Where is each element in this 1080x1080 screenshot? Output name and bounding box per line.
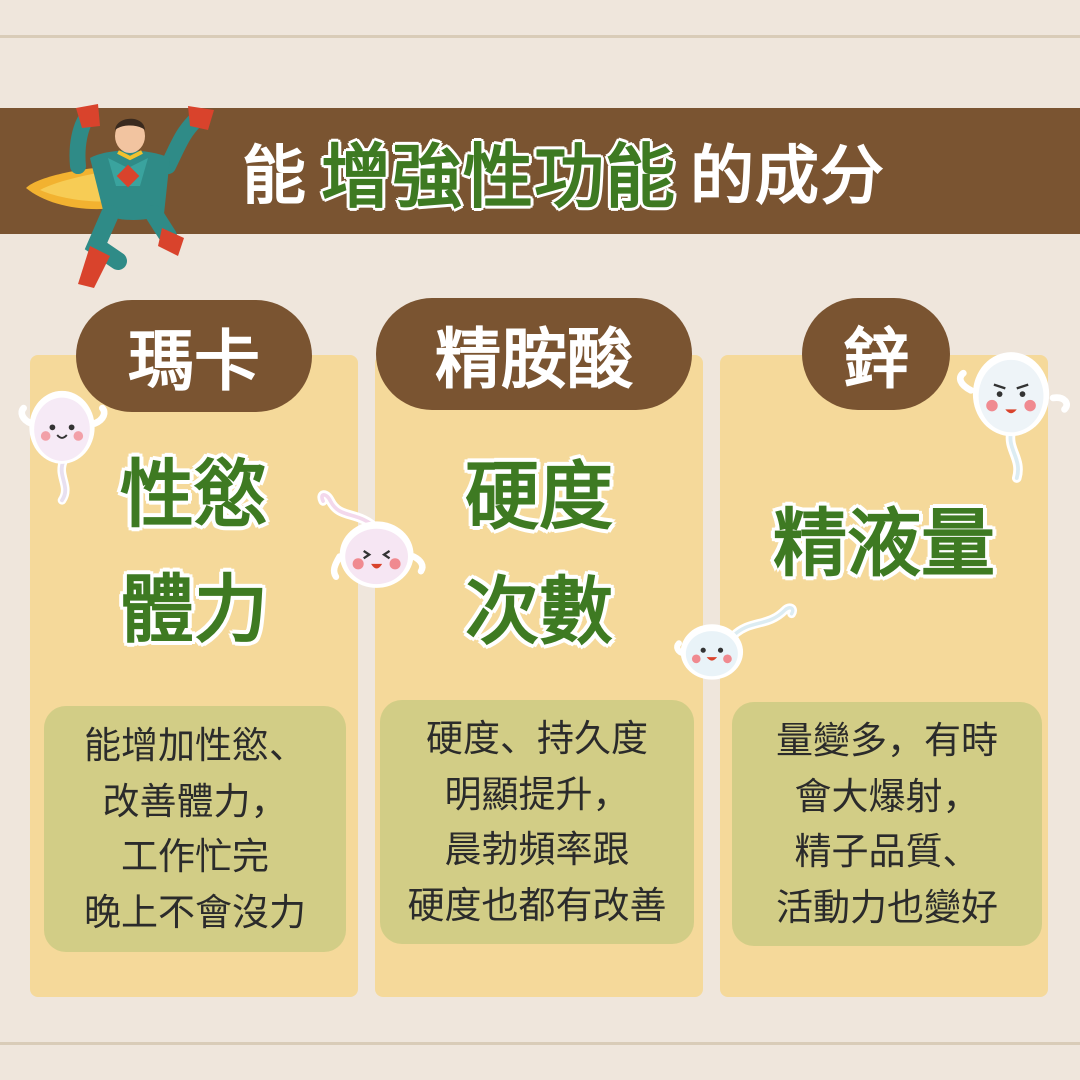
effect-list: 精液量 xyxy=(720,487,1048,602)
description-line: 改善體力， xyxy=(102,779,288,823)
title-suffix: 的成分 xyxy=(690,140,885,214)
top-divider xyxy=(0,35,1080,38)
effect-list: 性慾 體力 xyxy=(30,438,358,667)
ingredient-name: 瑪卡 xyxy=(76,300,312,412)
description-line: 晨勃頻率跟 xyxy=(444,828,630,871)
effect-list: 硬度 次數 xyxy=(375,440,703,669)
title-prefix: 能 xyxy=(242,140,307,214)
description-box: 量變多，有時 會大爆射， 精子品質、 活動力也變好 xyxy=(732,702,1042,946)
description-line: 硬度也都有改善 xyxy=(407,883,667,927)
description-line: 能增加性慾、 xyxy=(84,724,306,767)
effect-item: 性慾 xyxy=(120,452,268,538)
effect-item: 硬度 xyxy=(465,454,613,540)
bottom-divider xyxy=(0,1042,1080,1045)
title-highlight: 增強性功能 xyxy=(321,135,676,218)
sperm-mascot-icon xyxy=(317,490,426,588)
description-line: 會大爆射， xyxy=(794,774,980,818)
effect-item: 次數 xyxy=(465,568,613,655)
description-line: 工作忙完 xyxy=(121,835,269,878)
description-line: 硬度、持久度 xyxy=(426,717,648,760)
description-line: 明顯提升， xyxy=(444,772,630,816)
description-line: 活動力也變好 xyxy=(776,885,998,929)
superhero-icon xyxy=(26,104,214,288)
sperm-mascot-icon xyxy=(18,390,108,505)
page-title: 能 增強性功能 的成分 xyxy=(242,118,885,224)
description-line: 量變多，有時 xyxy=(776,719,998,762)
ingredient-name: 精胺酸 xyxy=(376,298,692,410)
description-box: 能增加性慾、 改善體力， 工作忙完 晚上不會沒力 xyxy=(44,706,346,952)
sperm-mascot-icon xyxy=(674,603,798,680)
description-box: 硬度、持久度 明顯提升， 晨勃頻率跟 硬度也都有改善 xyxy=(380,700,694,944)
effect-item: 精液量 xyxy=(773,501,995,587)
description-line: 晚上不會沒力 xyxy=(84,890,306,934)
sperm-mascot-icon xyxy=(956,352,1070,483)
description-line: 精子品質、 xyxy=(794,830,980,873)
effect-item: 體力 xyxy=(120,566,268,653)
ingredient-name: 鋅 xyxy=(802,298,950,410)
